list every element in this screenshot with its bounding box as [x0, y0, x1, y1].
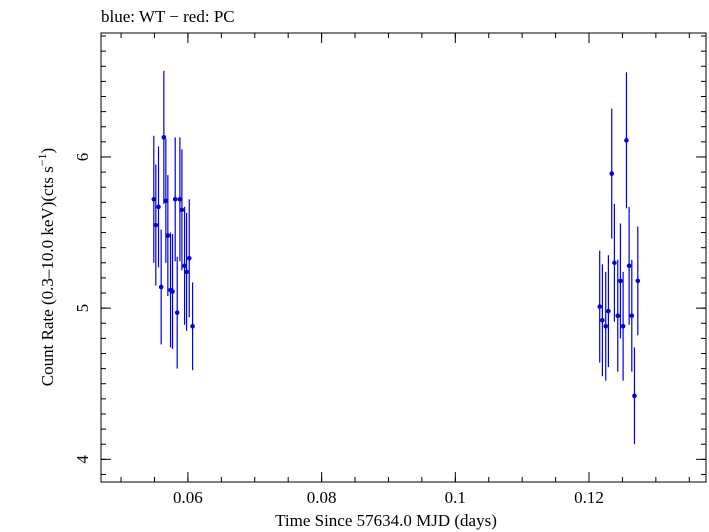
- data-point: [606, 308, 611, 314]
- data-point: [626, 263, 632, 269]
- chart-title: blue: WT − red: PC: [101, 7, 235, 26]
- y-axis-label-main: Count Rate (0.3–10.0 keV)(cts s: [38, 166, 57, 386]
- data-point: [161, 135, 167, 140]
- data-point: [624, 138, 629, 143]
- data-point: [603, 323, 609, 329]
- plot-frame: [100, 32, 707, 483]
- data-point: [609, 171, 615, 176]
- data-point: [174, 310, 180, 315]
- data-point: [615, 313, 621, 319]
- data-point: [597, 304, 603, 309]
- data-point: [165, 233, 171, 238]
- x-tick-label: 0.12: [574, 488, 604, 507]
- data-point: [618, 278, 623, 284]
- data-point: [163, 198, 169, 204]
- axis-ticks: [101, 33, 706, 482]
- axis-tick-labels: 0.06 0.08 0.1 0.12 4 5 6: [73, 153, 604, 507]
- data-point: [612, 260, 617, 266]
- x-axis-label: Time Since 57634.0 MJD (days): [275, 511, 497, 530]
- data-point: [632, 393, 637, 399]
- data-point: [179, 207, 185, 213]
- y-axis-label-exponent: −1: [35, 153, 49, 166]
- data-point: [156, 204, 161, 210]
- data-point: [177, 196, 183, 202]
- data-point: [151, 196, 157, 202]
- y-tick-label: 6: [73, 153, 92, 162]
- data-point: [600, 317, 605, 323]
- data-points: [151, 70, 641, 445]
- data-point: [620, 323, 626, 329]
- data-point: [629, 313, 635, 319]
- y-tick-label: 5: [73, 304, 92, 313]
- data-point: [186, 255, 192, 261]
- data-point: [172, 196, 178, 202]
- data-point: [184, 269, 189, 275]
- data-point: [190, 323, 195, 329]
- x-tick-label: 0.08: [307, 488, 337, 507]
- data-point: [158, 284, 164, 290]
- data-point: [635, 278, 641, 284]
- y-tick-label: 4: [73, 455, 92, 464]
- data-point: [182, 263, 187, 269]
- x-tick-label: 0.06: [173, 488, 203, 507]
- y-axis-label: Count Rate (0.3–10.0 keV)(cts s−1): [35, 148, 57, 386]
- x-tick-label: 0.1: [445, 488, 466, 507]
- y-axis-label-close: ): [38, 148, 57, 154]
- data-point: [170, 289, 175, 294]
- data-point: [153, 222, 159, 228]
